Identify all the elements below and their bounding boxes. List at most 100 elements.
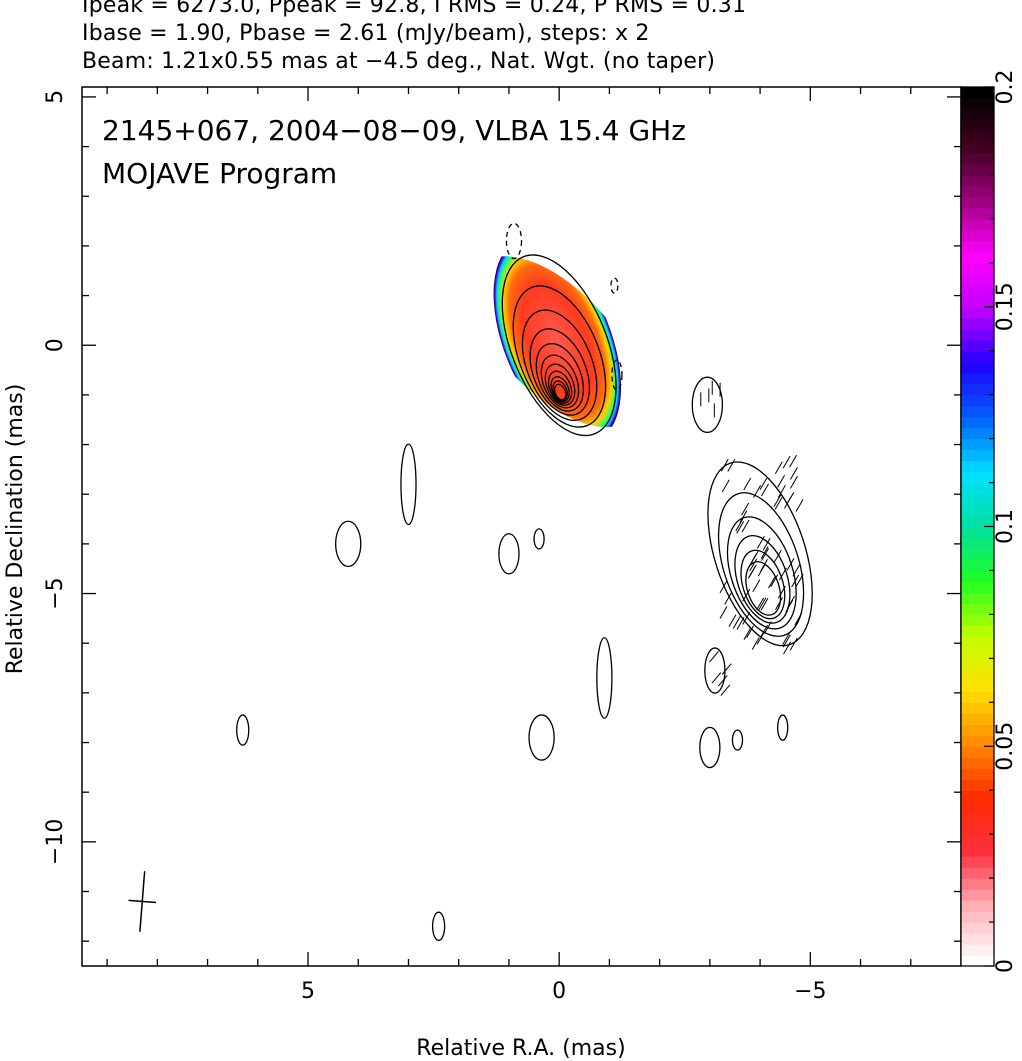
pol-vector-0-8	[742, 612, 751, 625]
pol-vector-0-49	[749, 553, 757, 566]
pol-vector-2-1	[717, 675, 728, 687]
colorbar-step-62	[961, 273, 994, 286]
pol-vector-0-48	[759, 477, 768, 490]
colorbar-step-48	[961, 427, 994, 440]
colorbar-step-61	[961, 284, 994, 297]
colorbar-step-7	[961, 878, 994, 890]
pol-vector-0-13	[719, 606, 728, 619]
colorbar-step-34	[961, 581, 994, 594]
colorbar-step-40	[961, 515, 994, 528]
colorbar-step-69	[961, 196, 994, 209]
pol-vector-0-23	[758, 597, 767, 610]
colorbar-step-68	[961, 207, 994, 220]
colorbar-step-77	[961, 108, 994, 121]
isolated-contour-9	[236, 714, 250, 746]
pol-vector-0-62	[791, 574, 800, 588]
pol-vector-0-59	[728, 614, 737, 628]
colorbar-step-66	[961, 229, 994, 242]
colorbar-step-42	[961, 493, 994, 506]
colorbar-step-74	[961, 141, 994, 154]
pol-vector-0-0	[756, 536, 765, 549]
colorbar-step-28	[961, 647, 994, 659]
negative-contour-1	[611, 359, 623, 391]
colorbar-label-2: 0.1	[993, 509, 1018, 544]
pol-vector-0-14	[762, 538, 771, 551]
pol-vector-2-2	[721, 663, 732, 675]
y-tick-label-2: −5	[43, 577, 68, 609]
pol-vector-0-15	[742, 588, 751, 602]
colorbar-step-60	[961, 295, 994, 308]
pol-vector-0-43	[741, 502, 750, 516]
colorbar-step-72	[961, 163, 994, 176]
contour-level-0-5	[540, 354, 580, 409]
beam-minor-axis	[128, 899, 157, 904]
isolated-contour-1	[335, 520, 362, 568]
pol-vector-0-10	[782, 632, 791, 646]
contour-level-0-9	[552, 380, 568, 402]
colorbar-step-29	[961, 636, 994, 648]
pol-vector-0-3	[790, 476, 798, 489]
colorbar-step-20	[961, 735, 994, 747]
contour-level-1-1	[717, 492, 805, 637]
colorbar-step-54	[961, 361, 994, 374]
pol-vector-0-42	[779, 567, 787, 581]
panel-program-label: MOJAVE Program	[102, 157, 337, 190]
colorbar-step-9	[961, 856, 994, 868]
colorbar-step-44	[961, 471, 994, 484]
axis-ticks: 5 0 −5 5 0 −5 −10	[43, 87, 961, 1004]
colorbar-step-13	[961, 812, 994, 824]
pol-vector-0-39	[736, 521, 745, 534]
colorbar-step-50	[961, 405, 994, 418]
colorbar-step-22	[961, 713, 994, 725]
pol-vector-0-30	[719, 580, 728, 594]
pol-vector-0-57	[789, 637, 798, 651]
isolated-contour-6	[699, 726, 721, 769]
pol-vector-0-63	[777, 585, 786, 599]
x-tick-label-0: 5	[301, 979, 315, 1004]
negative-contour-2	[610, 277, 619, 294]
pol-vector-0-5	[773, 494, 782, 508]
colorbar-step-11	[961, 834, 994, 846]
pol-vector-0-38	[721, 479, 730, 493]
colorbar-step-1	[961, 944, 994, 956]
colorbar-step-47	[961, 438, 994, 451]
colorbar-step-8	[961, 867, 994, 879]
contour-level-0-10	[553, 383, 567, 401]
colorbar-label-4: 0.2	[993, 70, 1018, 105]
isolated-contour-5	[528, 714, 555, 761]
pol-vector-2-4	[708, 651, 719, 663]
pol-vector-0-55	[777, 485, 786, 498]
pol-vector-0-22	[777, 475, 786, 488]
colorbar-step-36	[961, 559, 994, 572]
contour-level-1-4	[740, 549, 786, 620]
pol-vector-0-40	[751, 637, 760, 650]
pol-vector-0-28	[792, 564, 801, 577]
pol-vector-0-37	[727, 459, 736, 472]
beam-marker	[128, 871, 157, 932]
isolated-contour-12	[691, 376, 724, 434]
pol-vector-0-25	[735, 518, 744, 532]
colorbar-step-0	[961, 955, 994, 967]
colorbar-step-19	[961, 746, 994, 758]
colorbar-step-75	[961, 130, 994, 143]
pol-vector-0-2	[760, 546, 769, 559]
colorbar-step-39	[961, 526, 994, 539]
intensity-contours	[236, 222, 813, 941]
colorbar-step-43	[961, 482, 994, 495]
colorbar-step-56	[961, 339, 994, 352]
colorbar: 0 0.05 0.1 0.15 0.2	[960, 70, 1018, 973]
pol-vector-0-65	[783, 641, 791, 655]
colorbar-step-17	[961, 768, 994, 780]
x-tick-label-1: 0	[552, 979, 566, 1004]
pol-vector-0-18	[752, 579, 761, 593]
pol-vector-0-64	[732, 616, 741, 629]
pol-vector-0-17	[760, 597, 769, 611]
colorbar-step-24	[961, 691, 994, 703]
isolated-contour-11	[704, 647, 726, 694]
colorbar-step-10	[961, 845, 994, 857]
pol-vector-0-69	[795, 499, 804, 512]
colorbar-step-23	[961, 702, 994, 714]
pol-vector-2-3	[711, 672, 722, 684]
isolated-contour-7	[731, 729, 744, 751]
